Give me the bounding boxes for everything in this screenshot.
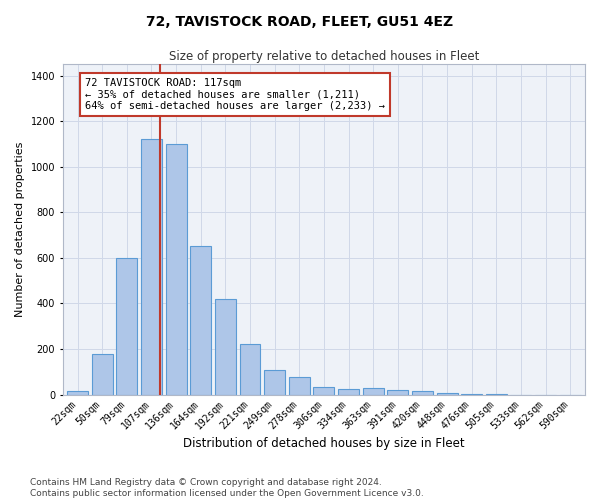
Bar xyxy=(190,246,211,394)
Bar xyxy=(388,390,408,394)
Bar xyxy=(338,389,359,394)
Bar xyxy=(166,144,187,395)
Bar xyxy=(141,140,162,394)
Bar xyxy=(92,354,113,395)
Text: Contains HM Land Registry data © Crown copyright and database right 2024.
Contai: Contains HM Land Registry data © Crown c… xyxy=(30,478,424,498)
Bar xyxy=(363,388,383,394)
Bar xyxy=(239,344,260,395)
Bar xyxy=(264,370,285,394)
Y-axis label: Number of detached properties: Number of detached properties xyxy=(15,142,25,317)
X-axis label: Distribution of detached houses by size in Fleet: Distribution of detached houses by size … xyxy=(183,437,465,450)
Text: 72 TAVISTOCK ROAD: 117sqm
← 35% of detached houses are smaller (1,211)
64% of se: 72 TAVISTOCK ROAD: 117sqm ← 35% of detac… xyxy=(85,78,385,111)
Bar xyxy=(412,391,433,394)
Bar xyxy=(67,391,88,394)
Title: Size of property relative to detached houses in Fleet: Size of property relative to detached ho… xyxy=(169,50,479,63)
Bar xyxy=(289,378,310,394)
Bar xyxy=(116,258,137,394)
Bar xyxy=(313,386,334,394)
Bar xyxy=(215,299,236,394)
Text: 72, TAVISTOCK ROAD, FLEET, GU51 4EZ: 72, TAVISTOCK ROAD, FLEET, GU51 4EZ xyxy=(146,15,454,29)
